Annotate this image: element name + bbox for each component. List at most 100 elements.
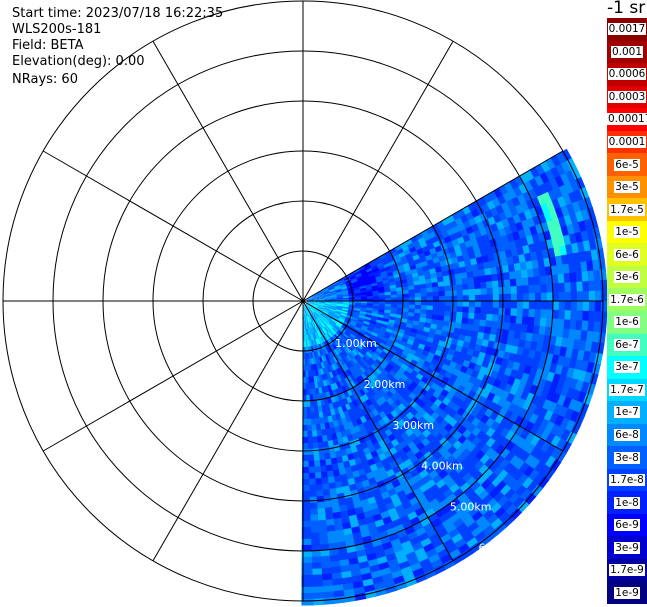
data-cell xyxy=(309,308,315,314)
data-cell xyxy=(461,277,469,286)
data-cell xyxy=(323,422,331,430)
data-cell xyxy=(340,344,347,351)
data-cell xyxy=(469,336,478,346)
data-cell xyxy=(481,339,490,349)
data-cell xyxy=(340,314,347,319)
data-cell xyxy=(488,260,497,269)
data-cell xyxy=(322,354,328,362)
data-cell xyxy=(441,270,450,278)
data-cell xyxy=(379,362,387,370)
data-cell xyxy=(548,412,560,426)
data-cell xyxy=(554,414,565,428)
data-cell xyxy=(456,311,464,319)
data-cell xyxy=(347,290,355,294)
data-cell xyxy=(338,559,350,568)
data-cell xyxy=(531,333,540,344)
data-cell xyxy=(324,512,334,521)
data-cell xyxy=(335,361,342,369)
data-cell xyxy=(368,259,377,266)
data-cell xyxy=(318,411,324,419)
data-cell xyxy=(528,308,536,319)
data-cell xyxy=(384,306,392,311)
data-cell xyxy=(320,321,327,328)
data-cell xyxy=(391,251,399,258)
data-cell xyxy=(321,591,335,599)
data-cell xyxy=(412,276,420,283)
data-cell xyxy=(331,469,341,477)
data-cell xyxy=(336,321,344,326)
data-cell xyxy=(318,305,325,309)
data-cell xyxy=(539,172,551,185)
data-cell xyxy=(348,301,356,304)
data-cell xyxy=(328,285,335,290)
data-cell xyxy=(330,305,337,309)
data-cell xyxy=(314,472,322,480)
data-cell xyxy=(477,242,487,252)
data-cell xyxy=(416,399,426,410)
data-cell xyxy=(384,265,392,272)
range-ring-label: 6 xyxy=(479,542,486,555)
data-cell xyxy=(468,306,476,314)
data-cell xyxy=(420,287,428,294)
data-cell xyxy=(462,289,470,297)
azimuth-spoke xyxy=(152,300,304,562)
data-cell xyxy=(340,312,348,316)
data-cell xyxy=(498,307,506,317)
data-cell xyxy=(474,307,482,315)
data-cell xyxy=(318,297,326,300)
data-cell xyxy=(358,388,366,397)
data-cell xyxy=(341,288,349,292)
data-cell xyxy=(455,278,463,286)
data-cell xyxy=(342,305,350,308)
azimuth-spoke xyxy=(302,300,564,452)
data-cell xyxy=(305,303,312,309)
data-cell xyxy=(364,377,372,386)
colorbar-tick-label: 1.7e-7 xyxy=(609,383,645,396)
data-cell xyxy=(416,532,430,543)
data-cell xyxy=(302,400,307,408)
data-cell xyxy=(474,250,483,259)
data-cell xyxy=(311,306,317,311)
data-cell xyxy=(521,277,530,287)
data-cell xyxy=(454,273,463,281)
data-cell xyxy=(473,312,482,321)
data-cell xyxy=(399,540,413,551)
data-cell xyxy=(545,274,553,286)
data-cell xyxy=(362,322,370,328)
data-cell xyxy=(405,342,413,350)
data-cell xyxy=(363,318,371,324)
colorbar-tick-label: 6e-5 xyxy=(614,158,640,171)
data-cell xyxy=(367,339,375,346)
data-cell xyxy=(315,338,319,346)
data-cell xyxy=(502,351,512,362)
data-cell xyxy=(388,564,401,574)
data-cell xyxy=(340,335,347,342)
data-cell xyxy=(326,353,332,361)
data-cell xyxy=(305,382,310,390)
colorbar-tick-label: 1e-9 xyxy=(614,586,640,599)
data-cell xyxy=(348,305,356,309)
data-cell xyxy=(479,313,488,322)
data-cell xyxy=(358,381,366,390)
data-cell xyxy=(383,262,391,269)
data-cell xyxy=(324,353,330,361)
data-cell xyxy=(319,336,324,344)
data-cell xyxy=(440,265,449,273)
data-cell xyxy=(539,317,547,328)
data-cell xyxy=(350,495,361,504)
data-cell xyxy=(331,318,339,323)
data-cell xyxy=(353,310,361,314)
data-cell xyxy=(311,598,325,606)
data-cell xyxy=(318,417,325,425)
data-cell xyxy=(394,338,402,345)
data-cell xyxy=(523,340,532,351)
data-cell xyxy=(515,277,524,288)
data-cell xyxy=(323,307,331,311)
data-cell xyxy=(408,304,416,310)
data-cell xyxy=(323,506,333,515)
data-cell xyxy=(319,315,325,321)
data-cell xyxy=(384,303,392,308)
data-cell xyxy=(358,265,366,272)
data-cell xyxy=(396,248,405,256)
data-cell xyxy=(312,326,316,334)
